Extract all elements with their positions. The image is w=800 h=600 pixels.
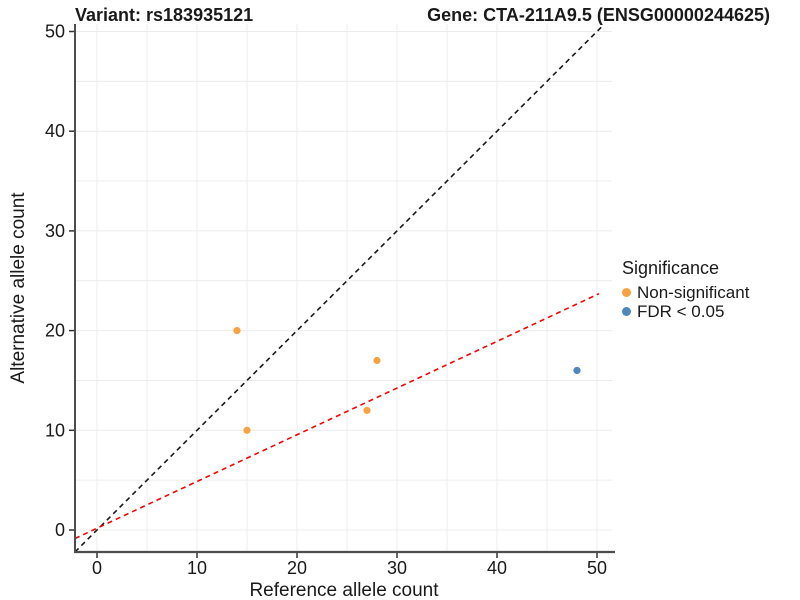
x-tick-label: 10 [187,558,207,578]
non-significant-dot-icon [622,288,631,297]
legend-entry-non-significant: Non-significant [622,284,749,301]
y-tick-label: 30 [45,221,65,241]
x-tick-label: 40 [487,558,507,578]
fit-line [74,292,600,540]
identity-line [74,23,605,553]
y-axis-title: Alternative allele count [8,192,29,384]
data-point [573,366,581,375]
y-tick-label: 50 [45,22,65,42]
legend-entry-label: FDR < 0.05 [637,302,725,321]
legend-title: Significance [622,258,720,278]
legend: Significance Non-significant FDR < 0.05 [622,258,749,322]
y-tick-label: 20 [45,321,65,341]
legend-entry-fdr: FDR < 0.05 [622,303,749,320]
data-point [363,406,371,414]
variant-title: Variant: rs183935121 [75,5,254,25]
fdr-dot-icon [622,307,631,316]
x-tick-label: 20 [287,558,307,578]
x-tick-label: 50 [587,558,607,578]
plot-title-row: Variant: rs183935121 Gene: CTA-211A9.5 (… [75,4,770,26]
y-tick-label: 0 [55,520,65,540]
legend-entry-label: Non-significant [637,283,750,302]
data-point [233,327,241,335]
x-axis-title: Reference allele count [249,580,439,600]
x-tick-label: 30 [387,558,407,578]
gene-title: Gene: CTA-211A9.5 (ENSG00000244625) [427,5,770,25]
y-tick-label: 40 [45,121,65,141]
data-point [373,356,381,365]
data-point [243,426,251,434]
y-tick-label: 10 [45,420,65,440]
x-tick-label: 0 [92,558,102,578]
